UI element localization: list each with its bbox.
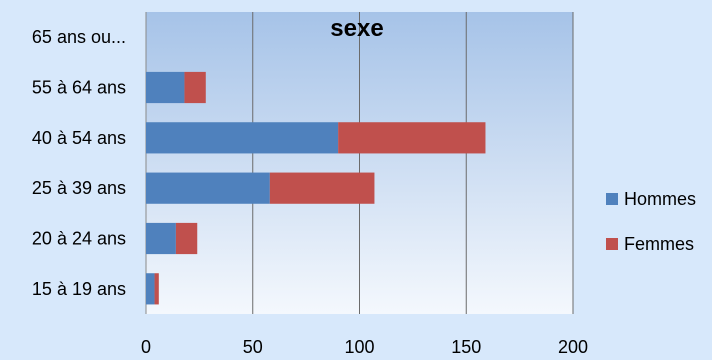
bar-hommes-4 <box>146 222 176 255</box>
y-axis-labels: 65 ans ou... 55 à 64 ans 40 à 54 ans 25 à 3… <box>32 27 126 299</box>
bar-femmes-5 <box>154 273 159 305</box>
y-tick-label: 25 à 39 ans <box>32 178 126 198</box>
bar-femmes-1 <box>184 71 206 104</box>
bars <box>146 71 486 305</box>
legend: Hommes Femmes <box>606 189 696 254</box>
y-tick-label: 55 à 64 ans <box>32 78 126 98</box>
y-tick-label: 20 à 24 ans <box>32 229 126 249</box>
legend-swatch-femmes <box>606 238 618 250</box>
x-tick-label: 150 <box>451 337 481 357</box>
legend-label-femmes: Femmes <box>624 234 694 254</box>
bar-hommes-1 <box>146 71 185 104</box>
gridlines <box>145 12 574 314</box>
bar-femmes-3 <box>269 172 375 204</box>
x-tick-label: 0 <box>141 337 151 357</box>
x-tick-label: 50 <box>243 337 263 357</box>
y-tick-label: 40 à 54 ans <box>32 128 126 148</box>
bar-femmes-2 <box>338 122 486 154</box>
bar-hommes-5 <box>146 273 155 305</box>
y-tick-label: 15 à 19 ans <box>32 279 126 299</box>
x-axis-labels: 0 50 100 150 200 <box>141 337 588 357</box>
x-tick-label: 100 <box>344 337 374 357</box>
bar-femmes-4 <box>175 222 198 255</box>
chart-title: sexe <box>330 15 383 42</box>
legend-label-hommes: Hommes <box>624 189 696 209</box>
y-tick-label: 65 ans ou... <box>32 27 126 47</box>
legend-swatch-hommes <box>606 193 618 205</box>
x-tick-label: 200 <box>558 337 588 357</box>
bar-hommes-3 <box>146 172 270 204</box>
bar-hommes-2 <box>146 122 339 154</box>
